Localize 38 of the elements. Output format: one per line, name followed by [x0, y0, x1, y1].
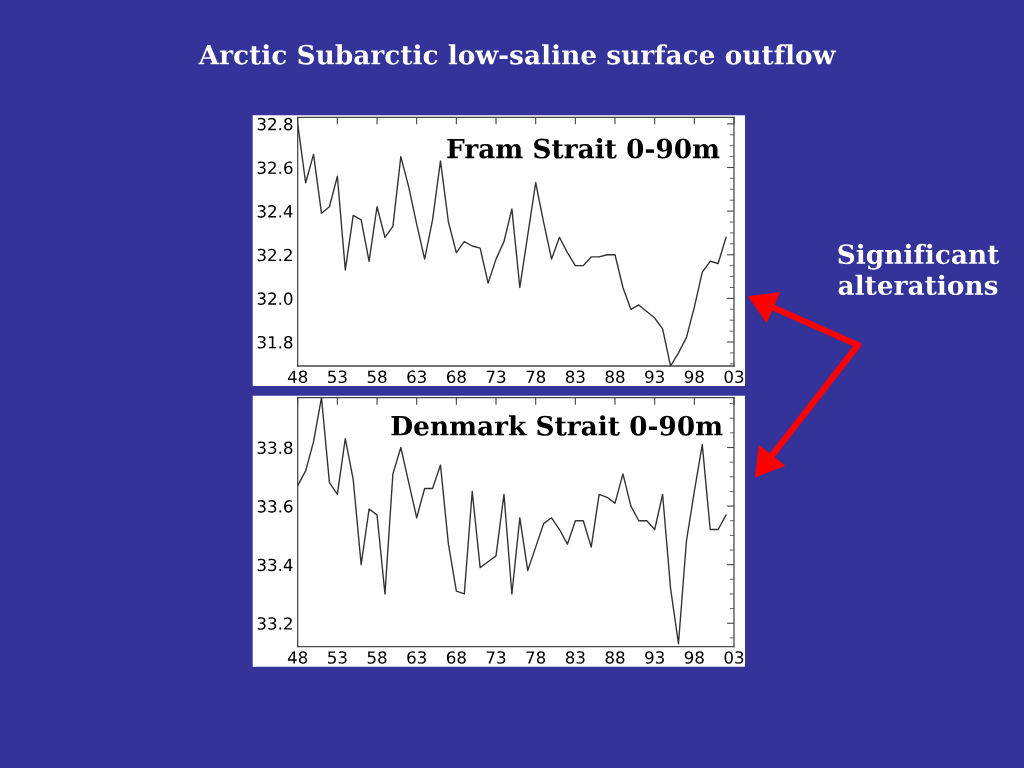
- x-tick-label: 53: [328, 370, 347, 384]
- x-tick-label: 03: [724, 370, 744, 384]
- y-tick-label: 32.8: [257, 117, 293, 131]
- x-tick-label: 03: [724, 651, 744, 664]
- y-tick-label: 32.2: [257, 248, 292, 262]
- x-tick-label: 83: [565, 651, 585, 664]
- x-tick-label: 73: [486, 370, 506, 384]
- x-tick-label: 63: [407, 370, 426, 384]
- x-tick-label: 48: [287, 370, 308, 384]
- x-tick-label: 78: [526, 651, 546, 664]
- x-tick-label: 58: [367, 651, 387, 664]
- x-tick-label: 93: [645, 370, 664, 384]
- y-tick-label: 33.2: [257, 617, 292, 630]
- x-tick-label: 93: [645, 651, 664, 664]
- y-tick-label: 31.8: [257, 335, 293, 349]
- y-tick-label: 33.8: [257, 441, 293, 455]
- x-tick-label: 78: [526, 370, 546, 384]
- x-tick-label: 63: [407, 651, 426, 664]
- text: Fram Strait 0-90m: [447, 138, 720, 159]
- y-tick-label: 33.6: [257, 500, 293, 513]
- y-tick-label: 32.6: [257, 161, 293, 175]
- text: Denmark Strait 0-90m: [391, 415, 723, 436]
- y-tick-label: 33.4: [257, 558, 293, 572]
- x-tick-label: 88: [605, 651, 625, 664]
- x-tick-label: 58: [367, 370, 387, 384]
- x-tick-label: 68: [446, 651, 466, 664]
- chart-title: Arctic Subarctic low-saline surface outflow: [198, 44, 836, 65]
- y-tick-label: 32.4: [257, 205, 293, 218]
- x-tick-label: 83: [565, 370, 585, 384]
- x-tick-label: 98: [684, 651, 704, 664]
- x-tick-label: 98: [684, 370, 704, 384]
- text: Significant alterations: [838, 243, 1000, 296]
- y-tick-label: 32.0: [257, 292, 293, 305]
- x-tick-label: 88: [605, 370, 625, 384]
- x-tick-label: 68: [446, 370, 466, 384]
- x-tick-label: 48: [287, 651, 308, 664]
- x-tick-label: 73: [486, 651, 506, 664]
- x-tick-label: 53: [328, 651, 347, 664]
